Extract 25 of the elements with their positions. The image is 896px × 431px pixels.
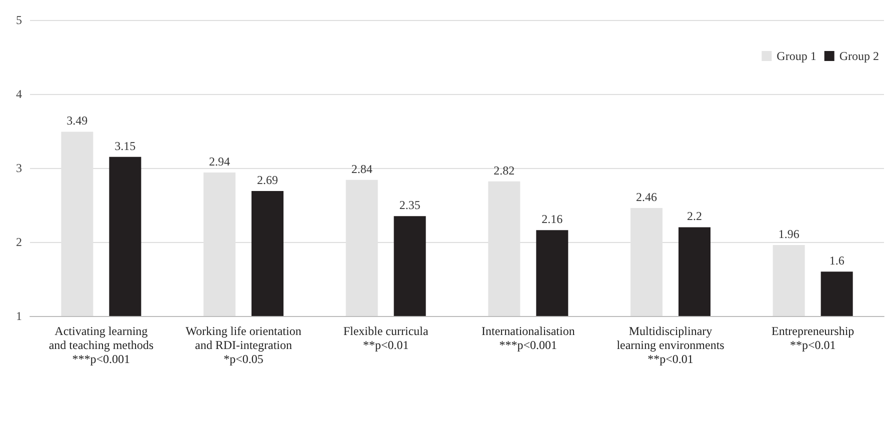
x-tick-label: Flexible curricula **p<0.01 [343, 324, 429, 352]
data-label: 2.35 [399, 198, 420, 212]
data-label: 2.69 [257, 172, 278, 187]
data-label: 2.2 [687, 209, 702, 224]
y-tick-label: 1 [16, 309, 22, 323]
y-tick-label: 4 [16, 87, 22, 101]
legend-label: Group 1 [776, 49, 816, 63]
data-label: 2.46 [636, 190, 657, 204]
data-label: 2.94 [209, 154, 230, 168]
x-tick-label: Activating learning and teaching methods ***p<0.001 [48, 324, 154, 366]
data-label: 3.15 [114, 138, 136, 153]
x-tick-label: Working life orientation and RDI-integration *p<0.05 [186, 324, 302, 366]
data-label: 2.82 [494, 163, 515, 178]
data-label: 2.84 [351, 162, 372, 176]
legend-label: Group 2 [839, 49, 880, 63]
y-tick-label: 3 [16, 161, 22, 175]
y-tick-label: 2 [16, 235, 22, 249]
data-label: 1.96 [778, 226, 800, 241]
data-label: 2.16 [542, 212, 563, 226]
data-label: 1.6 [829, 254, 844, 268]
data-label: 3.49 [66, 114, 88, 128]
x-tick-label: Internationalisation ***p<0.001 [482, 324, 575, 352]
x-tick-label: Entrepreneurship **p<0.01 [772, 324, 854, 352]
x-tick-label: Multidisciplinary learning environments **p<0.01 [616, 324, 725, 366]
y-tick-label: 5 [16, 13, 22, 27]
